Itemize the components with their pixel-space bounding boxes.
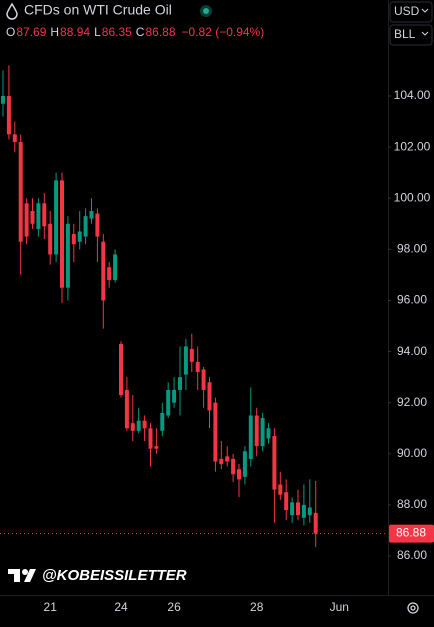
last-price-label: 86.88 [396, 526, 426, 540]
symbol-title[interactable]: CFDs on WTI Crude Oil [24, 2, 172, 18]
candle-body [107, 267, 112, 281]
candle-body [272, 435, 277, 490]
candle-body [248, 415, 253, 459]
candle-body [48, 223, 53, 255]
change-text: −0.82 (−0.94%) [182, 25, 265, 39]
candle-body [124, 389, 129, 429]
candle-body [219, 458, 224, 465]
ohlc-value: 88.94 [60, 25, 90, 39]
candle-body [260, 418, 265, 447]
y-tick-label: 92.00 [397, 395, 427, 409]
y-tick-label: 96.00 [397, 293, 427, 307]
x-tick-label: Jun [330, 600, 349, 614]
x-tick-label: 21 [44, 600, 58, 614]
tv-logo [8, 569, 36, 582]
ohlc-label: L [94, 25, 101, 39]
candle-body [195, 361, 200, 373]
candle-body [65, 223, 70, 288]
candle-body [71, 234, 76, 245]
candle-body [213, 402, 218, 462]
candle-body [307, 507, 312, 516]
candle-body [160, 412, 165, 431]
y-tick-label: 100.00 [394, 190, 431, 204]
y-tick-label: 90.00 [397, 446, 427, 460]
ohlc-value: 86.88 [145, 25, 175, 39]
candle-body [178, 377, 182, 390]
ohlc-label: O [6, 25, 15, 39]
ohlc-label: C [136, 25, 145, 39]
watermark: @KOBEISSILETTER [42, 567, 187, 584]
candle-body [30, 211, 35, 224]
candle-body [113, 254, 118, 281]
candle-body [42, 203, 47, 227]
candle-body [207, 382, 212, 411]
currency-button[interactable] [389, 1, 433, 23]
candle-body [95, 213, 100, 237]
candle-body [1, 96, 5, 104]
candle-body [301, 504, 306, 518]
y-tick-label: 104.00 [394, 88, 431, 102]
ohlc-label: H [50, 25, 59, 39]
unit-label[interactable]: BLL [394, 27, 416, 41]
x-tick-label: 26 [167, 600, 181, 614]
currency-caret [421, 8, 429, 13]
ohlc-value: 86.35 [102, 25, 132, 39]
candle-body [266, 428, 271, 439]
candle-body [313, 512, 318, 534]
candle-body [142, 420, 147, 429]
last-price-box [389, 524, 434, 543]
candle-body [154, 446, 159, 449]
candle-body [12, 134, 17, 143]
currency-label[interactable]: USD [394, 4, 420, 18]
ohlc-header: O 87.69 H 88.94 L 86.35 C 86.88 [6, 25, 176, 39]
y-tick-label: 102.00 [394, 139, 431, 153]
candle-body [136, 420, 141, 431]
unit-button[interactable] [389, 24, 433, 46]
candle-body [36, 203, 41, 229]
candle-body [101, 241, 106, 301]
candle-body [225, 456, 230, 462]
candle-body [290, 502, 295, 516]
ohlc-value: 87.69 [16, 25, 46, 39]
candle-body [242, 451, 247, 477]
candle-body [119, 343, 123, 396]
candle-body [89, 211, 94, 219]
candle-body [189, 349, 194, 362]
candle-body [24, 203, 29, 237]
candle-body [284, 492, 289, 511]
candle-body [231, 458, 236, 475]
candle-body [77, 231, 82, 242]
candle-body [183, 346, 188, 375]
candle-body [172, 389, 177, 403]
oil-icon [6, 2, 18, 20]
x-tick-label: 24 [114, 600, 128, 614]
candle-body [6, 96, 11, 135]
candle-body [148, 428, 153, 449]
x-tick-label: 28 [250, 600, 264, 614]
candle-body [278, 484, 283, 495]
y-tick-label: 88.00 [397, 497, 427, 511]
settings-gear[interactable] [407, 602, 419, 614]
y-tick-label: 94.00 [397, 344, 427, 358]
candle-body [201, 369, 206, 390]
candle-body [83, 216, 88, 237]
y-tick-label: 86.00 [397, 548, 427, 562]
candle-body [54, 180, 59, 255]
status-dot [203, 8, 209, 14]
candle-body [254, 415, 259, 447]
candle-body [166, 389, 171, 416]
candle-body [296, 502, 300, 516]
candle-body [18, 142, 23, 242]
candle-body [130, 423, 135, 431]
candle-body [237, 469, 241, 480]
unit-caret [421, 31, 429, 36]
candle-body [60, 180, 64, 288]
y-tick-label: 98.00 [397, 242, 427, 256]
